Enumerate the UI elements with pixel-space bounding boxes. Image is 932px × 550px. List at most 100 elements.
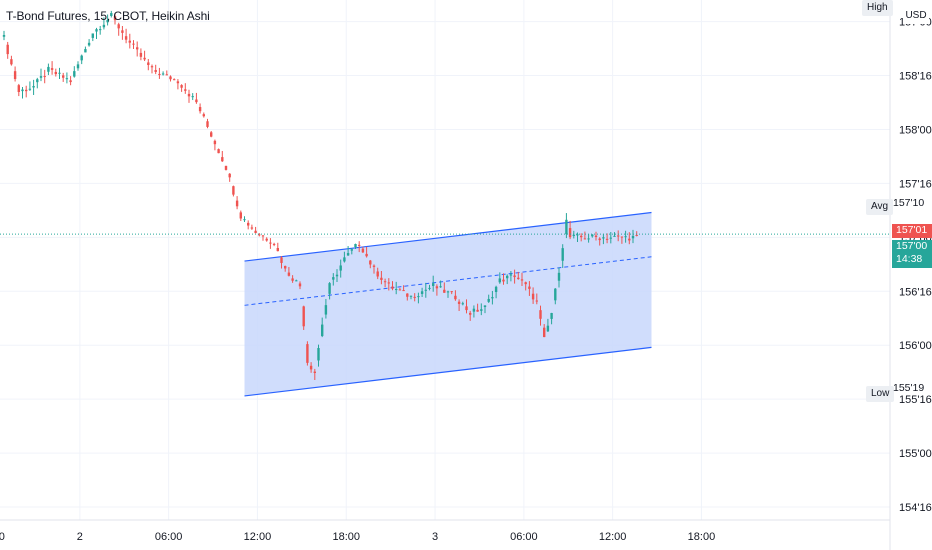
candle-body [221,157,224,162]
candle-body [158,73,161,76]
candle-body [439,286,442,288]
candle-body [376,271,379,277]
current-price-label: 157'00 14:38 [892,240,932,269]
candle-body [50,68,54,70]
candle-body [332,277,335,280]
candle-body [47,66,50,72]
candle-body [487,298,490,302]
candle-body [309,365,313,370]
candle-body [550,312,553,319]
candle-body [150,66,154,68]
candle-body [465,306,468,311]
y-tick-label: 155'16 [899,394,932,406]
candle-body [295,280,298,282]
y-tick-label: 156'16 [899,286,932,298]
x-tick-label: 06:00 [155,531,183,543]
candle-body [173,79,176,81]
y-tick-label: 157'16 [899,178,932,190]
candle-body [250,227,254,229]
candle-body [91,33,94,38]
candle-body [69,80,72,83]
candle-body [239,212,242,219]
candle-body [365,253,368,257]
candle-body [432,283,435,286]
candle-body [99,29,102,31]
candle-body [554,288,557,301]
candle-body [28,88,32,90]
avg-value-label: 157'10 [893,196,925,209]
candle-body [62,75,65,78]
y-tick-label: 155'00 [899,448,932,460]
candle-body [65,78,69,80]
candle-body [491,297,494,299]
candle-body [528,286,531,289]
candle-body [84,49,87,53]
candle-body [580,235,583,238]
candle-body [284,265,287,269]
candle-body [517,277,520,280]
candle-body [372,265,376,267]
channel-lower-line[interactable] [244,346,652,397]
candle-body [539,310,542,319]
candle-body [424,289,427,291]
candle-body [543,327,546,338]
candle-body [369,260,372,265]
candle-body [413,296,416,298]
candle-body [395,289,398,291]
candle-body [557,272,561,281]
candle-body [598,238,601,241]
candle-body [102,24,106,28]
candle-body [635,234,638,236]
high-tag: High [862,0,893,16]
candle-body [417,296,420,298]
candle-body [358,244,361,246]
avg-tag: Avg [866,199,894,215]
candle-body [343,257,346,262]
candle-body [287,272,291,276]
candle-body [613,235,616,237]
candle-body [457,301,461,304]
candle-body [594,235,598,238]
candle-body [54,71,57,75]
candle-body [261,235,265,237]
candle-body [535,300,538,302]
candle-body [228,173,231,178]
candle-body [298,283,302,287]
candle-body [21,89,24,92]
candle-body [161,73,165,75]
parallel-channel[interactable] [244,211,652,397]
candle-body [110,13,113,16]
time-axis[interactable]: 18:00 2 06:00 12:00 18:00 3 06:00 12:00 18:00 [0,531,715,543]
bar-countdown: 14:38 [896,253,923,266]
candle-body [583,238,587,240]
candle-body [17,85,20,93]
candle-body [180,85,183,88]
candle-body [36,79,39,83]
candle-body [324,305,328,315]
candle-body [546,325,550,332]
x-tick-label: 18:00 [332,531,360,543]
candle-body [147,62,150,66]
candle-body [176,81,180,84]
candle-body [469,312,472,315]
low-value-label: 155'19 [893,382,925,395]
candle-body [224,165,228,170]
candle-body [406,293,409,297]
candle-body [80,55,83,61]
candle-body [187,93,191,97]
candle-body [565,219,568,235]
candle-body [524,282,527,285]
currency-unit[interactable]: USD [903,8,929,24]
candle-body [494,286,498,293]
channel-upper-line[interactable] [244,211,652,262]
x-tick-label: 18:00 [688,531,716,543]
x-tick-label: 3 [432,531,438,543]
candle-body [139,52,143,57]
x-tick-label: 06:00 [510,531,538,543]
candle-body [339,265,342,271]
candle-body [113,16,117,21]
candle-body [572,234,575,236]
candle-body [198,107,202,112]
